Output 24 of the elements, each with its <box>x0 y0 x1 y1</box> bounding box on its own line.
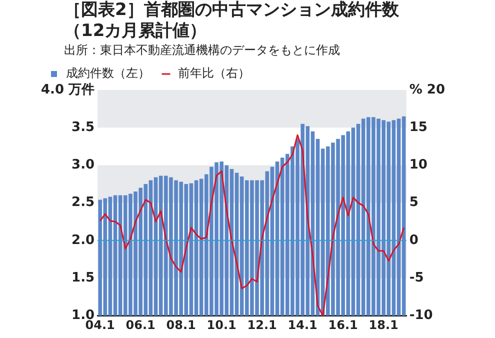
legend-label: 成約件数（左） <box>66 66 150 80</box>
y2-tick-label: 0 <box>409 232 418 248</box>
chart-title: ［図表2］首都圏の中古マンション成約件数（12カ月累計値） <box>64 0 400 42</box>
x-tick-label: 10.1 <box>206 318 236 332</box>
x-tick-label: 16.1 <box>328 318 358 332</box>
y2-tick-label: -5 <box>409 270 424 286</box>
y-tick-label: 3.0 <box>72 158 95 173</box>
y2-tick-label: 15 <box>409 120 428 135</box>
text: 出所：東日本不動産流通機構のデータをもとに作成 <box>64 42 341 58</box>
legend-label: 前年比（右） <box>178 66 250 80</box>
y2-tick-label: 10 <box>409 158 428 173</box>
y-tick-label: 4.0 万件 <box>40 82 95 98</box>
x-tick-label: 12.1 <box>247 318 277 332</box>
x-tick-label: 14.1 <box>288 318 318 332</box>
y-tick-label: 2.5 <box>72 195 95 210</box>
y-tick-label: 2.0 <box>72 232 95 248</box>
x-tick-label: 06.1 <box>126 318 156 332</box>
y2-tick-label: 5 <box>409 195 418 210</box>
y2-tick-label: % 20 <box>409 82 446 98</box>
y-tick-label: 3.5 <box>72 120 95 135</box>
x-tick-label: 18.1 <box>368 318 398 332</box>
x-tick-label: 08.1 <box>166 318 196 332</box>
y-tick-label: 1.5 <box>72 270 95 286</box>
y2-tick-label: -10 <box>409 308 433 323</box>
